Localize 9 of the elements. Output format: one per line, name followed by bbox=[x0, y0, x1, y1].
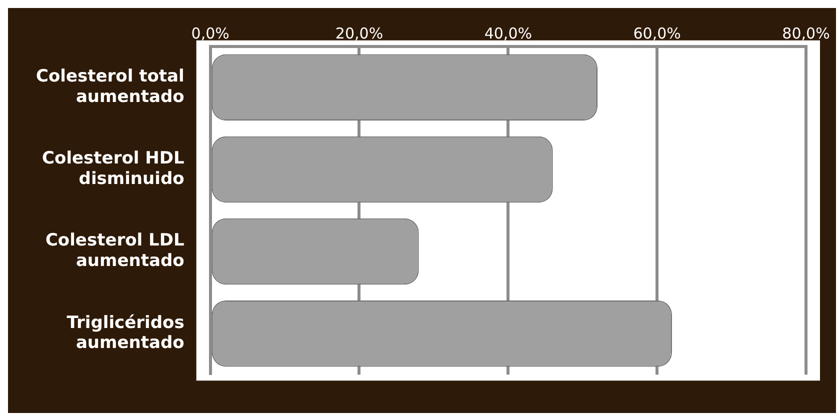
x-tick-label: 40,0% bbox=[484, 24, 532, 42]
x-tick-label: 0,0% bbox=[191, 24, 230, 42]
x-tick-label: 80,0% bbox=[782, 24, 830, 42]
y-tick-label: Triglicéridos aumentado bbox=[66, 312, 184, 354]
y-tick-label: Colesterol total aumentado bbox=[36, 66, 184, 108]
y-tick-label: Colesterol HDL disminuido bbox=[42, 148, 184, 190]
x-tick-label: 20,0% bbox=[335, 24, 384, 42]
y-tick-label: Colesterol LDL aumentado bbox=[45, 230, 184, 272]
x-tick-label: 60,0% bbox=[633, 24, 681, 42]
